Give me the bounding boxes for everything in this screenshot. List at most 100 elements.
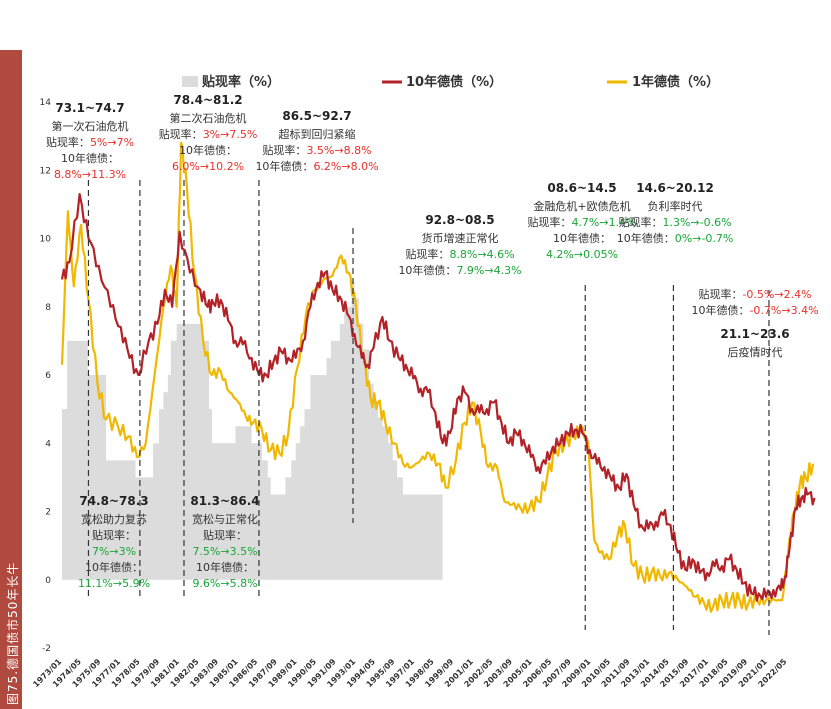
y-tick-label: 0 [45, 576, 51, 586]
annotation-label: 10年德债： [255, 159, 313, 173]
annotation-line: 7.5%→3.5% [192, 545, 257, 558]
annotation-line: 超标到回归紧缩 [279, 127, 356, 141]
y-tick-label: 6 [45, 371, 51, 381]
y-tick-label: 4 [45, 439, 51, 449]
annotation-value: 9.6%→5.8% [192, 577, 257, 590]
bund-1y-line [60, 141, 815, 613]
annotation-label: 贴现率： [262, 143, 306, 157]
annotation-title: 21.1~23.6 [720, 327, 789, 341]
annotation-line: 贴现率：3.5%→8.8% [262, 143, 371, 157]
annotation-line: 10年德债：-0.7%→3.4% [691, 303, 818, 317]
annotation-line: 贴现率：1.3%→-0.6% [618, 215, 731, 229]
annotation-line: 贴现率：5%→7% [46, 135, 134, 149]
annotation-title: 86.5~92.7 [282, 109, 351, 123]
annotation-line: 10年德债： [85, 560, 143, 574]
annotation-line: 4.2%→0.05% [546, 248, 618, 261]
annotation-line: 金融危机+欧债危机 [533, 199, 630, 213]
annotation-line: 货币增速正常化 [422, 231, 499, 245]
annotation-value: 4.2%→0.05% [546, 248, 618, 261]
annotation-line: 第二次石油危机 [170, 111, 247, 125]
annotation-label: 贴现率： [527, 215, 571, 229]
annotation-label: 10年德债： [398, 263, 456, 277]
annotation-label: 超标到回归紧缩 [279, 127, 356, 141]
annotation-line: 7%→3% [92, 545, 136, 558]
legend-swatch-discount-rate [182, 76, 198, 87]
annotation-value: 8.8%→4.6% [449, 248, 514, 261]
annotation-label: 货币增速正常化 [422, 231, 499, 245]
annotation-label: 后疫情时代 [728, 345, 783, 359]
annotations: 73.1~74.7第一次石油危机贴现率：5%→7%10年德债：8.8%→11.3… [46, 93, 819, 590]
y-tick-label: -2 [42, 644, 51, 654]
y-tick-label: 14 [40, 98, 52, 108]
annotation-value: 6.2%→8.0% [313, 160, 378, 173]
annotation-line: 后疫情时代 [728, 345, 783, 359]
annotation-label: 10年德债： [617, 231, 675, 245]
annotation-title: 73.1~74.7 [55, 101, 124, 115]
annotation-line: 10年德债： [61, 151, 119, 165]
annotation-title: 74.8~78.3 [79, 494, 148, 508]
annotation-line: 10年德债：0%→-0.7% [617, 231, 734, 245]
annotation-value: -0.5%→2.4% [742, 288, 811, 301]
annotation-title: 14.6~20.12 [636, 181, 714, 195]
discount-rate-area-layer [62, 281, 443, 580]
annotation-value: 4.7%→1.4% [571, 216, 636, 229]
bund-lines-layer [60, 141, 816, 613]
annotation-label: 贴现率： [46, 135, 90, 149]
y-tick-label: 2 [45, 508, 51, 518]
y-axis: -2 0 2 4 6 8 10 12 14 [40, 98, 52, 654]
legend-label-10y-bund: 10年德债（%） [406, 74, 502, 90]
annotation-title: 81.3~86.4 [190, 494, 259, 508]
annotation-line: 宽松与正常化 [192, 512, 258, 526]
annotation-label: 贴现率： [405, 247, 449, 261]
annotation-label: 10年德债： [179, 143, 237, 157]
y-tick-label: 12 [40, 166, 51, 176]
annotation-line: 贴现率： [203, 528, 247, 542]
y-tick-label: 8 [45, 303, 51, 313]
annotation-label: 负利率时代 [648, 199, 703, 213]
annotation-value: -0.7%→3.4% [749, 304, 818, 317]
annotation-line: 贴现率： [92, 528, 136, 542]
annotation-label: 10年德债： [691, 303, 749, 317]
annotation-value: 1.3%→-0.6% [662, 216, 731, 229]
annotation-label: 10年德债： [553, 231, 611, 245]
annotation-line: 9.6%→5.8% [192, 577, 257, 590]
annotation-value: 7.5%→3.5% [192, 545, 257, 558]
annotation-label: 贴现率： [698, 287, 742, 301]
annotation-value: 11.1%→5.9% [78, 577, 150, 590]
legend: 贴现率（%） 10年德债（%） 1年德债（%） [182, 74, 719, 90]
annotation-value: 0%→-0.7% [675, 232, 734, 245]
annotation-label: 宽松与正常化 [192, 512, 258, 526]
annotation-label: 10年德债： [196, 560, 254, 574]
annotation-line: 贴现率：3%→7.5% [159, 127, 258, 141]
annotation-line: 贴现率：8.8%→4.6% [405, 247, 514, 261]
annotation-label: 10年德债： [61, 151, 119, 165]
annotation-line: 第一次石油危机 [52, 119, 129, 133]
annotation-label: 宽松助力复苏 [81, 512, 147, 526]
annotation-line: 10年德债：6.2%→8.0% [255, 159, 378, 173]
annotation-value: 3.5%→8.8% [306, 144, 371, 157]
annotation-value: 7%→3% [92, 545, 136, 558]
annotation-title: 08.6~14.5 [547, 181, 616, 195]
annotation-label: 贴现率： [618, 215, 662, 229]
y-tick-label: 10 [40, 235, 52, 245]
annotation-value: 7.9%→4.3% [456, 264, 521, 277]
annotation-line: 负利率时代 [648, 199, 703, 213]
annotation-label: 第一次石油危机 [52, 119, 129, 133]
annotation-title: 78.4~81.2 [173, 93, 242, 107]
annotation-value: 8.8%→11.3% [54, 168, 126, 181]
annotation-line: 10年德债： [553, 231, 611, 245]
annotation-line: 贴现率：-0.5%→2.4% [698, 287, 811, 301]
discount-rate-area [62, 281, 443, 580]
annotation-label: 10年德债： [85, 560, 143, 574]
x-axis: 1973/011974/051975/091977/011978/051979/… [31, 657, 788, 689]
annotation-line: 10年德债： [179, 143, 237, 157]
annotation-line: 11.1%→5.9% [78, 577, 150, 590]
legend-label-discount-rate: 贴现率（%） [202, 74, 280, 90]
annotation-label: 贴现率： [92, 528, 136, 542]
annotation-value: 3%→7.5% [203, 128, 258, 141]
annotation-value: 6.0%→10.2% [172, 160, 244, 173]
annotation-line: 宽松助力复苏 [81, 512, 147, 526]
event-dividers [87, 180, 770, 635]
annotation-value: 5%→7% [90, 136, 134, 149]
